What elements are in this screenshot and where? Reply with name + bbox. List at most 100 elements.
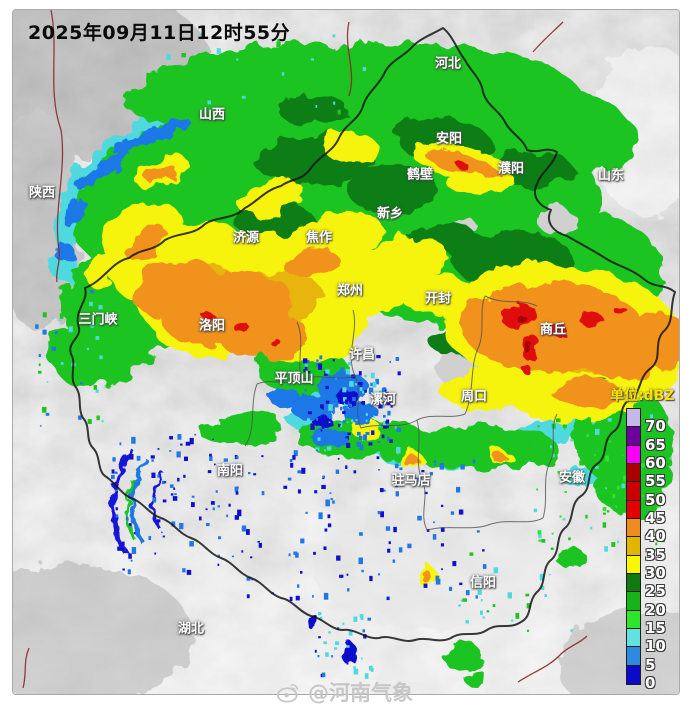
rain-speckle [338, 423, 341, 426]
rain-speckle [316, 362, 320, 368]
rain-speckle [469, 552, 474, 556]
rain-speckle [387, 410, 391, 416]
rain-speckle [129, 454, 134, 460]
legend-segment [627, 610, 640, 629]
rain-speckle [326, 446, 332, 451]
rain-speckle [362, 385, 367, 391]
rain-speckle [287, 477, 292, 481]
rain-speckle [376, 456, 380, 460]
rain-speckle [486, 610, 490, 613]
rain-speckle [386, 597, 390, 600]
rain-speckle [362, 67, 367, 71]
rain-speckle [38, 354, 41, 358]
rain-speckle [319, 409, 323, 414]
rain-speckle [310, 58, 314, 61]
rain-speckle [342, 420, 346, 424]
rain-speckle [228, 503, 231, 507]
rain-speckle [258, 542, 262, 548]
rain-speckle [550, 547, 554, 550]
rain-speckle [483, 585, 486, 589]
rain-speckle [234, 486, 239, 492]
rain-speckle [538, 533, 542, 538]
rain-speckle [161, 480, 165, 484]
rain-speckle [234, 515, 239, 520]
legend-tick: 50 [645, 490, 666, 509]
rain-speckle [383, 489, 386, 492]
rain-speckle [368, 665, 373, 671]
rain-speckle [192, 83, 196, 86]
rain-speckle [318, 612, 322, 616]
rain-speckle [321, 484, 326, 489]
radar-echo-layers [49, 43, 679, 686]
rain-speckle [209, 453, 212, 457]
rain-speckle [563, 428, 566, 430]
rain-speckle [567, 477, 571, 482]
rain-speckle [347, 361, 351, 366]
rain-speckle [357, 431, 361, 436]
rain-speckle [621, 483, 626, 489]
rain-speckle [194, 433, 197, 436]
rain-speckle [388, 541, 391, 545]
rain-speckle [332, 500, 335, 504]
rain-speckle [320, 429, 323, 432]
rain-speckle [477, 589, 482, 595]
place-label-三门峡: 三门峡 [78, 312, 118, 328]
rain-speckle [525, 593, 530, 597]
place-label-郑州: 郑州 [336, 283, 364, 299]
rain-speckle [386, 399, 391, 406]
rain-speckle [426, 529, 430, 532]
rain-speckle [122, 568, 125, 571]
place-label-开封: 开封 [424, 291, 452, 307]
legend-tick: 0 [645, 674, 656, 692]
rain-speckle [545, 439, 549, 442]
rain-speckle [217, 505, 220, 508]
rain-speckle [353, 616, 358, 622]
henan-border [69, 27, 676, 642]
rain-speckle [650, 414, 653, 418]
rain-speckle [386, 425, 390, 429]
rain-speckle [383, 401, 386, 405]
rain-speckle [602, 522, 607, 528]
rain-speckle [87, 419, 92, 424]
rain-speckle [323, 592, 329, 600]
rain-speckle [49, 331, 54, 335]
rain-speckle [359, 444, 364, 451]
rain-speckle [595, 466, 599, 469]
rain-speckle [465, 620, 469, 624]
rain-speckle [559, 515, 562, 518]
rain-speckle [365, 432, 370, 435]
rain-speckle [340, 406, 343, 411]
rain-speckle [592, 421, 595, 425]
rain-speckle [212, 507, 215, 511]
rain-speckle [389, 439, 393, 443]
rain-speckle [172, 496, 178, 501]
rain-speckle [582, 479, 585, 483]
rain-speckle [595, 488, 600, 493]
rain-speckle [364, 403, 367, 406]
rain-speckle [368, 442, 373, 446]
rain-speckle [95, 389, 99, 393]
place-label-焦作: 焦作 [305, 230, 333, 246]
rain-speckle [450, 511, 455, 515]
rain-speckle [539, 573, 544, 581]
rain-speckle [564, 491, 567, 493]
rain-speckle [433, 460, 437, 463]
rain-speckle [314, 649, 317, 653]
rain-speckle [641, 494, 644, 497]
place-label-陕西: 陕西 [28, 185, 56, 201]
rain-speckle [533, 441, 538, 449]
rain-speckle [315, 447, 320, 451]
rain-speckle [380, 488, 384, 493]
rain-speckle [660, 415, 664, 418]
rain-speckle [329, 492, 332, 494]
rain-speckle [321, 425, 325, 429]
legend-segment [627, 500, 640, 519]
rain-speckle [114, 471, 118, 474]
rain-speckle [246, 594, 250, 599]
rain-speckle [295, 552, 299, 558]
rain-speckle [656, 503, 661, 508]
rain-speckle [115, 489, 118, 492]
rain-speckle [157, 474, 160, 478]
legend-tick: 55 [645, 472, 666, 491]
rain-speckle [605, 455, 609, 462]
